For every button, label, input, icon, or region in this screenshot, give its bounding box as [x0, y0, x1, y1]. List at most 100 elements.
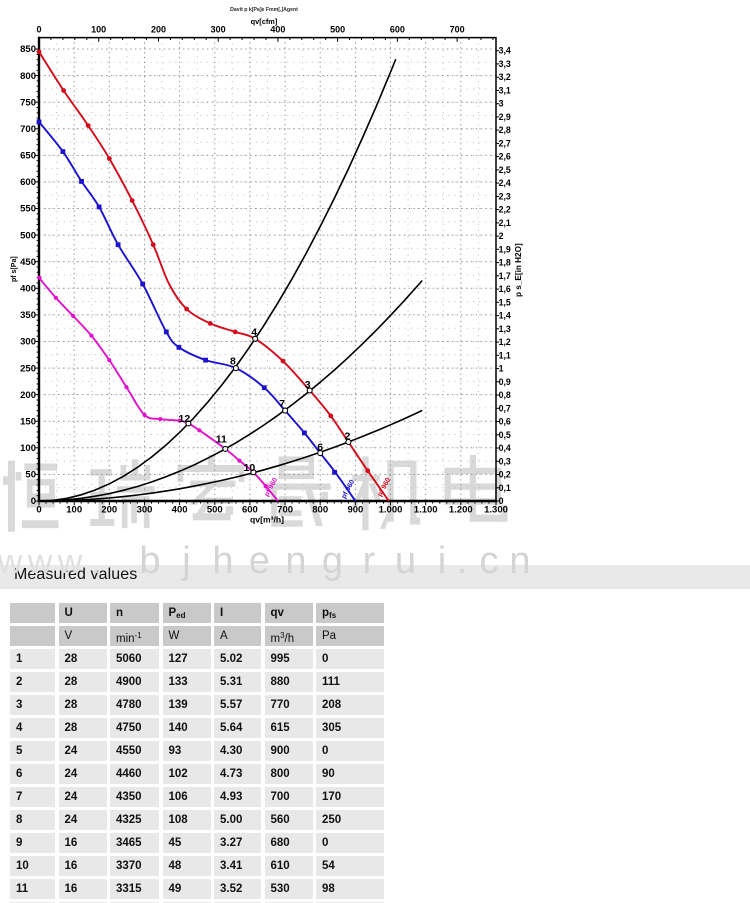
svg-text:900: 900: [347, 505, 363, 516]
svg-text:1,6: 1,6: [499, 284, 511, 294]
svg-text:3: 3: [305, 379, 311, 391]
svg-text:300: 300: [20, 337, 36, 348]
svg-text:4: 4: [251, 326, 257, 338]
svg-text:1,1: 1,1: [499, 350, 511, 360]
svg-text:1.300: 1.300: [484, 505, 508, 516]
svg-text:qv[m³/h]: qv[m³/h]: [250, 515, 284, 525]
svg-text:.: .: [91, 543, 100, 581]
svg-text:n: n: [285, 540, 306, 582]
svg-text:2: 2: [344, 431, 350, 443]
svg-text:0,6: 0,6: [499, 417, 511, 427]
svg-text:600: 600: [20, 177, 36, 188]
svg-text:800: 800: [312, 505, 328, 516]
svg-text:700: 700: [277, 505, 293, 516]
svg-text:3,2: 3,2: [499, 72, 511, 82]
svg-text:1,4: 1,4: [499, 311, 511, 321]
svg-text:100: 100: [91, 24, 106, 34]
svg-text:n: n: [509, 540, 530, 582]
svg-text:c: c: [480, 540, 499, 582]
svg-text:150: 150: [20, 416, 36, 427]
svg-text:2,3: 2,3: [499, 191, 511, 201]
svg-text:2,8: 2,8: [499, 125, 511, 135]
svg-text:11: 11: [216, 433, 227, 445]
svg-text:3: 3: [499, 99, 504, 109]
svg-text:8: 8: [230, 356, 236, 368]
svg-text:1: 1: [499, 364, 504, 374]
svg-text:1.200: 1.200: [449, 505, 473, 516]
svg-text:.: .: [457, 540, 468, 582]
svg-text:Davit p k[Pa]e Fmm[,]Agent: Davit p k[Pa]e Fmm[,]Agent: [230, 7, 298, 13]
svg-text:7: 7: [279, 398, 285, 410]
svg-text:1,9: 1,9: [499, 244, 511, 254]
svg-text:2,7: 2,7: [499, 138, 511, 148]
svg-text:g: g: [322, 540, 343, 582]
svg-text:50: 50: [25, 470, 36, 481]
svg-text:2,4: 2,4: [499, 178, 511, 188]
svg-text:2,9: 2,9: [499, 112, 511, 122]
svg-text:0,8: 0,8: [499, 390, 511, 400]
svg-text:1,2: 1,2: [499, 337, 511, 347]
svg-text:350: 350: [20, 310, 36, 321]
svg-text:0,7: 0,7: [499, 403, 511, 413]
svg-text:200: 200: [151, 24, 166, 34]
svg-text:2,6: 2,6: [499, 152, 511, 162]
svg-text:0,1: 0,1: [499, 483, 511, 493]
svg-text:400: 400: [270, 24, 285, 34]
svg-text:300: 300: [137, 505, 153, 516]
svg-text:j: j: [181, 540, 190, 582]
svg-text:450: 450: [20, 257, 36, 268]
svg-text:200: 200: [101, 505, 117, 516]
svg-text:w: w: [57, 543, 83, 581]
svg-text:i: i: [438, 540, 446, 582]
svg-text:600: 600: [242, 505, 258, 516]
svg-text:600: 600: [390, 24, 405, 34]
svg-text:qv[cfm]: qv[cfm]: [251, 17, 278, 26]
svg-text:800: 800: [20, 71, 36, 82]
svg-text:2,1: 2,1: [499, 218, 511, 228]
svg-text:300: 300: [211, 24, 226, 34]
svg-text:200: 200: [20, 390, 36, 401]
svg-text:12: 12: [179, 413, 191, 425]
svg-text:2,2: 2,2: [499, 205, 511, 215]
svg-text:0: 0: [31, 496, 36, 507]
svg-text:b: b: [139, 540, 160, 582]
svg-text:500: 500: [207, 505, 223, 516]
svg-text:1,3: 1,3: [499, 324, 511, 334]
svg-text:750: 750: [20, 97, 36, 108]
svg-text:0,4: 0,4: [499, 443, 511, 453]
svg-text:250: 250: [20, 363, 36, 374]
svg-text:u: u: [395, 540, 416, 582]
svg-text:3,1: 3,1: [499, 85, 511, 95]
svg-text:2: 2: [499, 231, 504, 241]
svg-text:1.100: 1.100: [414, 505, 438, 516]
svg-text:0,9: 0,9: [499, 377, 511, 387]
svg-text:400: 400: [20, 284, 36, 295]
svg-text:0,5: 0,5: [499, 430, 511, 440]
svg-text:1.000: 1.000: [379, 505, 403, 516]
svg-text:0,2: 0,2: [499, 470, 511, 480]
svg-text:10: 10: [244, 462, 256, 474]
svg-text:100: 100: [20, 443, 36, 454]
svg-text:550: 550: [20, 204, 36, 215]
svg-text:100: 100: [66, 505, 82, 516]
svg-text:6: 6: [317, 442, 323, 454]
svg-text:w: w: [0, 543, 23, 581]
svg-text:1,7: 1,7: [499, 271, 511, 281]
svg-text:700: 700: [20, 124, 36, 135]
svg-text:500: 500: [330, 24, 345, 34]
svg-text:700: 700: [450, 24, 465, 34]
svg-text:p s_E[in H2O]: p s_E[in H2O]: [514, 243, 523, 297]
svg-text:e: e: [249, 540, 270, 582]
svg-text:1,8: 1,8: [499, 258, 511, 268]
svg-text:2,5: 2,5: [499, 165, 511, 175]
svg-text:650: 650: [20, 151, 36, 162]
svg-text:400: 400: [172, 505, 188, 516]
svg-text:0: 0: [499, 496, 504, 506]
svg-text:w: w: [27, 543, 53, 581]
svg-text:500: 500: [20, 230, 36, 241]
svg-text:0,3: 0,3: [499, 456, 511, 466]
svg-text:1,5: 1,5: [499, 297, 511, 307]
svg-text:3,3: 3,3: [499, 59, 511, 69]
svg-text:pf s[Pa]: pf s[Pa]: [11, 256, 18, 282]
svg-text:0: 0: [36, 24, 41, 34]
